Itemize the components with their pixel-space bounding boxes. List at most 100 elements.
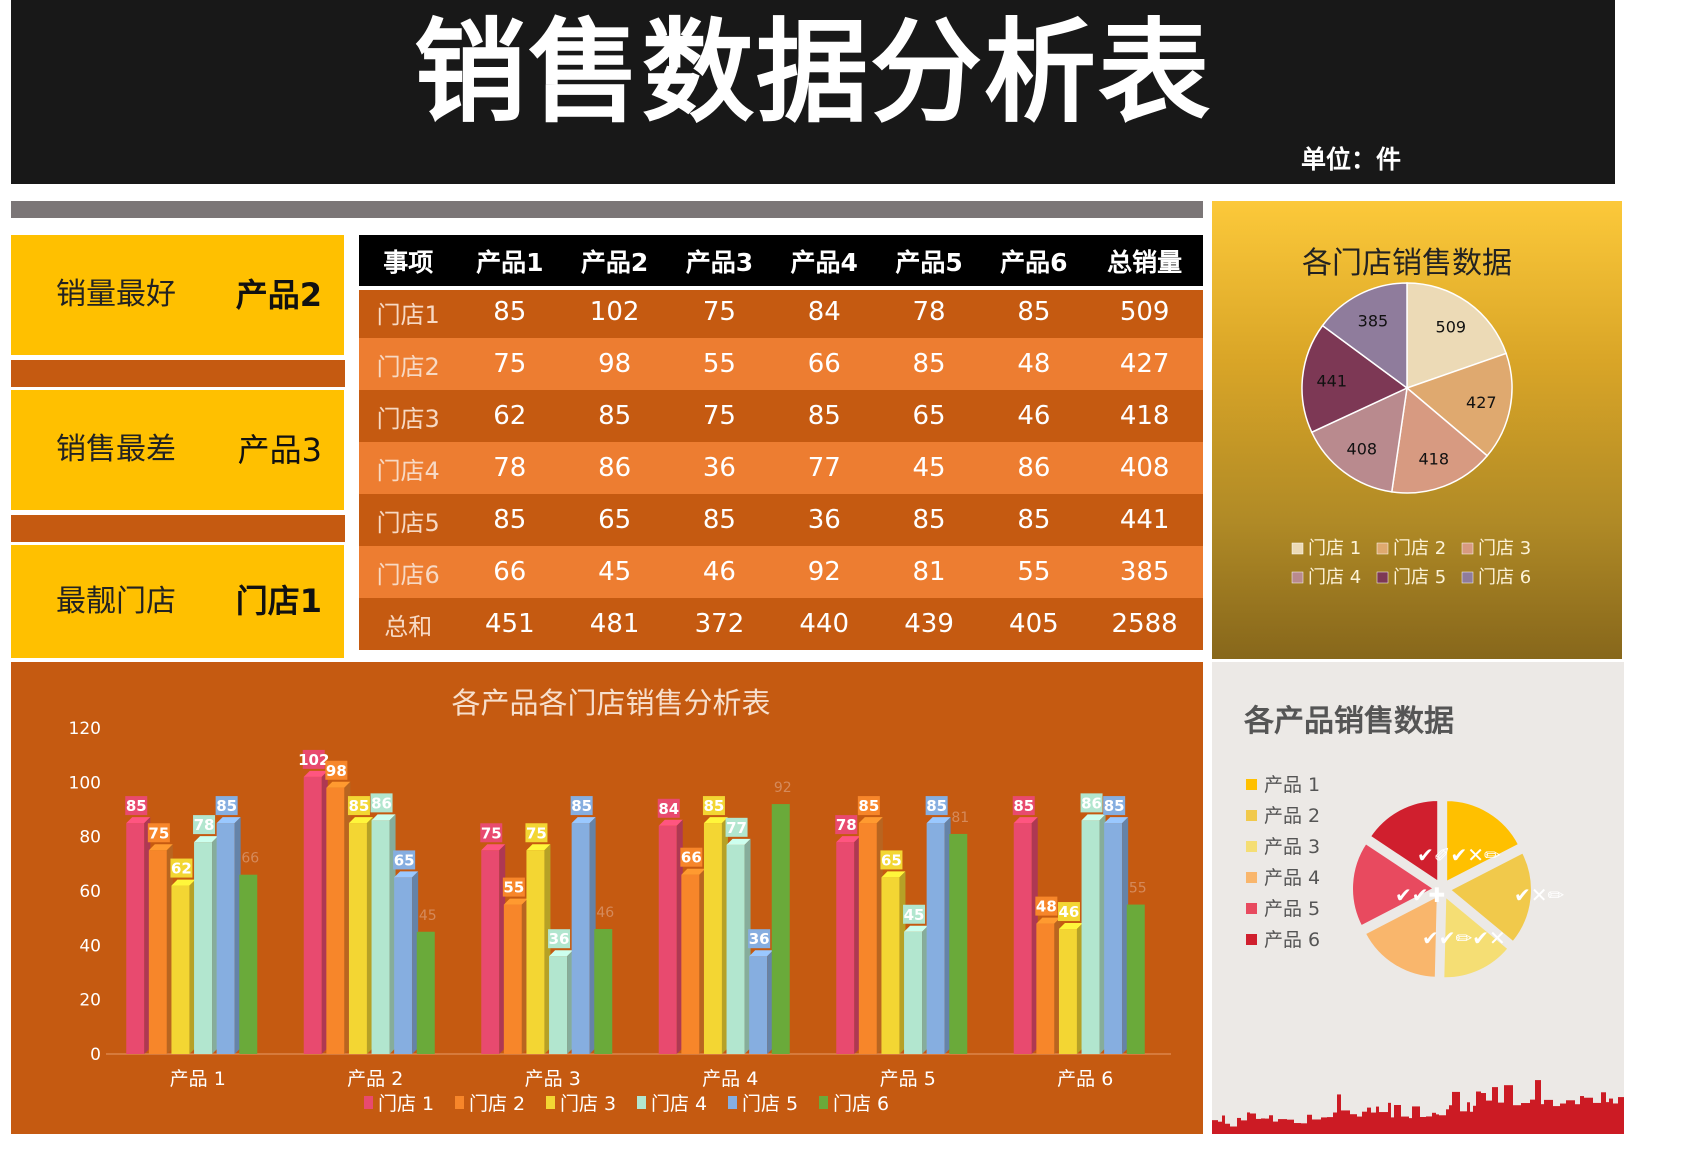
- bar-top-face: [726, 838, 751, 845]
- chart-title: 各产品各门店销售分析表: [451, 686, 770, 720]
- bar: [303, 776, 322, 1054]
- x-tick-label: 产品 4: [702, 1068, 758, 1090]
- data-label: 46: [1059, 903, 1080, 921]
- table-cell: 75: [667, 286, 772, 338]
- bar: [549, 956, 568, 1054]
- table-cell: 66: [457, 546, 563, 598]
- data-label: 85: [571, 797, 592, 815]
- legend-swatch: [1246, 810, 1257, 821]
- data-label-box: [748, 929, 771, 949]
- data-label-box: [302, 749, 325, 769]
- table-cell: 2588: [1086, 598, 1203, 650]
- bar-top-face: [881, 871, 906, 878]
- legend-label: 门店 2: [1393, 538, 1446, 559]
- data-label-box: [657, 798, 680, 818]
- summary-value: 产品2: [235, 276, 322, 314]
- data-label: 65: [881, 851, 902, 869]
- summary-best-product: 销量最好 产品2: [11, 235, 344, 355]
- bar-top-face: [216, 817, 241, 824]
- data-label: 427: [1466, 393, 1497, 412]
- table-cell: 451: [457, 598, 563, 650]
- table-cell: 77: [771, 442, 877, 494]
- legend-swatch: [1376, 542, 1389, 555]
- table-cell: 85: [981, 286, 1087, 338]
- bar: [1081, 820, 1100, 1054]
- bar-top-face: [126, 817, 151, 824]
- y-tick-label: 80: [79, 828, 101, 848]
- store-pie-chart: 各门店销售数据 509 427 418 408 441 385 门店 1 门店 2 门店 3 门…: [1291, 246, 1531, 588]
- bar: [1104, 823, 1123, 1054]
- bar-side-face: [189, 879, 196, 1054]
- pie-slice: [1363, 894, 1439, 979]
- data-label-box: [1057, 902, 1080, 922]
- table-cell: 85: [457, 286, 563, 338]
- data-label: 45: [904, 906, 925, 924]
- table-cell: 408: [1086, 442, 1203, 494]
- data-label: 75: [148, 824, 169, 842]
- data-label-box: [325, 760, 348, 780]
- y-tick-label: 40: [79, 936, 101, 956]
- data-label: 85: [858, 797, 879, 815]
- table-cell: 98: [562, 338, 668, 390]
- data-label: 78: [836, 816, 857, 834]
- summary-best-store: 最靓门店 门店1: [11, 545, 344, 658]
- table-cell: 427: [1086, 338, 1203, 390]
- bar-side-face: [166, 844, 173, 1054]
- bar-top-face: [703, 817, 728, 824]
- bar-top-face: [394, 871, 419, 878]
- table-row: 门店2 75 98 55 66 85 48 427: [359, 338, 1203, 390]
- bar-side-face: [744, 838, 751, 1054]
- bar: [503, 904, 522, 1054]
- bar-top-face: [658, 819, 683, 826]
- data-label-box: [925, 796, 948, 816]
- bar-top-face: [836, 836, 861, 843]
- table-cell: 78: [876, 286, 982, 338]
- bar-side-face: [412, 871, 419, 1054]
- bar: [526, 850, 545, 1054]
- bar: [904, 931, 923, 1054]
- bar: [594, 929, 613, 1054]
- data-label-box: [370, 793, 393, 813]
- y-tick-label: 120: [69, 719, 101, 739]
- table-row: 门店3 62 85 75 85 65 46 418: [359, 390, 1203, 442]
- page-title: 销售数据分析表: [414, 8, 1212, 138]
- y-tick-label: 20: [79, 991, 101, 1011]
- bar-top-face: [926, 817, 951, 824]
- data-label: 418: [1418, 450, 1449, 469]
- table-cell: 440: [771, 598, 877, 650]
- summary-separator: [11, 360, 345, 387]
- bar-top-face: [571, 817, 596, 824]
- data-label: 84: [658, 800, 679, 818]
- bar: [394, 877, 413, 1054]
- summary-label: 销量最好: [56, 277, 176, 312]
- data-label: 46: [596, 905, 614, 921]
- bar-top-face: [371, 814, 396, 821]
- legend-label: 门店 1: [378, 1093, 434, 1115]
- table-cell: 86: [562, 442, 668, 494]
- svg-text:✔✕✏: ✔✕✏: [1514, 883, 1565, 907]
- bar: [194, 842, 213, 1054]
- table-cell: 439: [876, 598, 982, 650]
- pie-slice: [1321, 282, 1408, 390]
- data-label: 55: [503, 879, 524, 897]
- table-cell: 55: [981, 546, 1087, 598]
- bar-top-face: [1081, 814, 1106, 821]
- y-tick-label: 100: [69, 773, 101, 793]
- bar-top-face: [549, 950, 574, 957]
- pie-slice: [1448, 850, 1533, 944]
- table-cell: 85: [562, 390, 668, 442]
- summary-value: 产品3: [237, 431, 322, 469]
- svg-text:✔✐✔✕✏: ✔✐✔✕✏: [1417, 843, 1501, 867]
- column-header: 产品1: [457, 235, 563, 286]
- summary-value: 门店1: [235, 582, 322, 620]
- bar-top-face: [1058, 923, 1083, 930]
- data-label: 48: [1036, 898, 1057, 916]
- row-label: 门店5: [359, 494, 458, 546]
- bar-side-face: [1076, 923, 1083, 1054]
- bar-top-face: [749, 950, 774, 957]
- legend-label: 产品 3: [1264, 836, 1320, 858]
- bar: [881, 877, 900, 1054]
- data-label-box: [1012, 796, 1035, 816]
- data-label: 65: [394, 851, 415, 869]
- legend-swatch: [546, 1096, 555, 1109]
